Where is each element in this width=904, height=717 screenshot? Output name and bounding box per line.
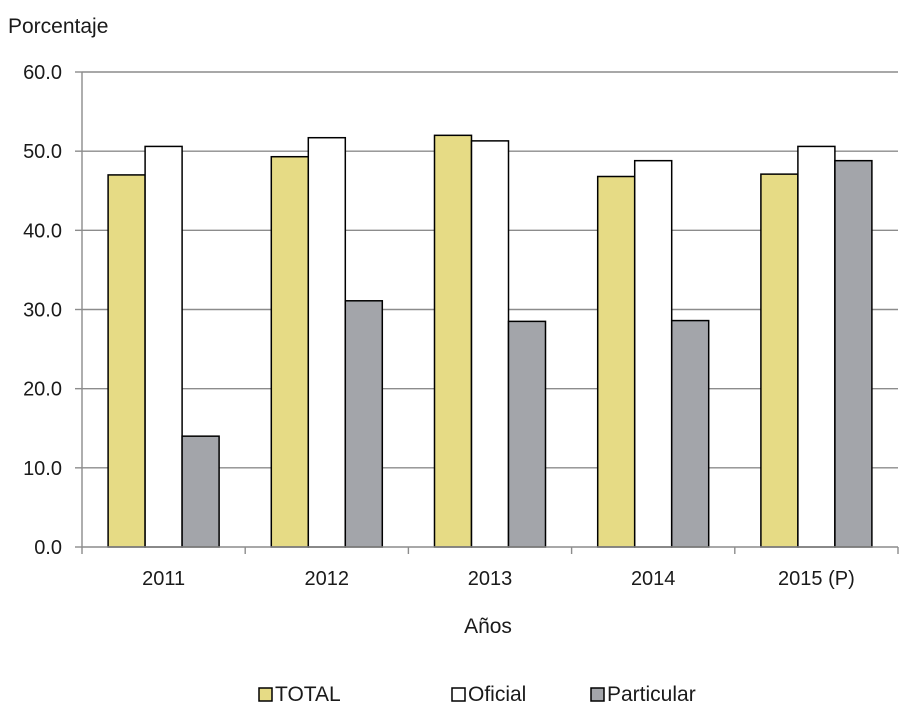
bar-oficial-4 [797,145,836,548]
bar-particular-0 [181,435,220,548]
legend-label-total: TOTAL [275,683,341,706]
legend-label-oficial: Oficial [468,683,526,706]
bar-oficial-3 [633,159,673,548]
y-tick-label-1: 10.0 [23,458,62,480]
bar-oficial-0 [144,145,183,548]
axes [75,71,899,554]
legend-label-particular: Particular [607,683,696,706]
x-tick-label-3: 2014 [631,568,676,590]
bar-particular-1 [344,300,384,548]
bar-series-group [107,134,873,548]
y-tick-label-3: 30.0 [23,300,62,322]
y-tick-label-6: 60.0 [23,62,62,84]
y-tick-label-5: 50.0 [23,141,62,163]
bar-total-4 [760,173,799,548]
bar-total-0 [107,174,146,548]
y-axis-title: Porcentaje [8,15,108,38]
bar-particular-3 [670,319,710,548]
y-tick-label-0: 0.0 [34,537,62,559]
legend-swatch-particular [590,687,605,702]
y-tick-label-4: 40.0 [23,220,62,242]
x-tick-label-2: 2013 [468,568,513,590]
x-tick-label-1: 2012 [305,568,350,590]
bar-oficial-2 [470,140,510,548]
bar-total-3 [596,175,636,548]
bar-oficial-1 [307,136,347,548]
bar-total-1 [270,155,310,548]
bar-particular-4 [834,159,873,548]
bar-total-2 [433,134,473,548]
x-axis-title: Años [464,615,512,638]
x-tick-label-4: 2015 (P) [778,568,855,590]
bar-particular-2 [507,320,547,548]
y-tick-labels: 0.0 10.0 20.0 30.0 40.0 50.0 60.0 [23,62,62,559]
legend-swatch-oficial [451,687,466,702]
legend: TOTAL Oficial Particular [258,683,696,706]
y-tick-label-2: 20.0 [23,379,62,401]
x-tick-label-0: 2011 [142,568,185,590]
legend-swatch-total [258,687,273,702]
x-tick-labels: 2011 2012 2013 2014 2015 (P) [142,568,855,590]
